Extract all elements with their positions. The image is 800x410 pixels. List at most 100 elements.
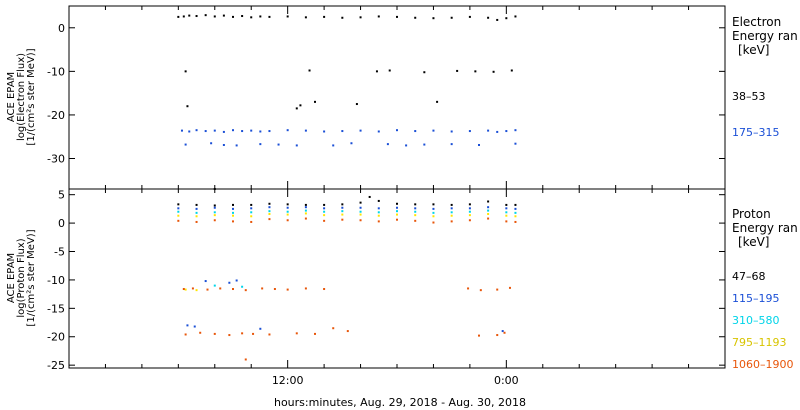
electron-point-series-2	[341, 130, 344, 133]
proton-point-series-4	[396, 213, 398, 216]
electron-point-series-1	[299, 104, 302, 107]
electron-point-series-1	[388, 69, 391, 72]
proton-point-series-3	[177, 210, 180, 213]
proton-legend-item-3: 310–580	[732, 314, 780, 327]
proton-point-series-4	[177, 214, 180, 217]
electron-point-series-1	[177, 15, 180, 18]
proton-point-series-4	[250, 215, 253, 218]
proton-ylabel: ACE EPAM log(Proton Flux) [1/(cm²s ster …	[6, 229, 37, 326]
proton-point-series-5	[244, 289, 247, 292]
proton-point-series-1	[359, 201, 362, 204]
proton-point-series-2	[505, 207, 508, 210]
proton-point-series-5	[295, 332, 298, 335]
proton-legend-item-4: 795–1193	[732, 336, 787, 349]
electron-ylabel: ACE EPAM log(Electron Flux) [1/(cm²s ste…	[6, 48, 37, 145]
electron-point-series-1	[314, 100, 316, 103]
proton-point-series-2	[286, 206, 289, 209]
proton-point-series-5	[182, 288, 185, 291]
proton-point-series-2	[468, 207, 471, 210]
proton-point-series-1	[414, 203, 417, 206]
electron-point-series-1	[487, 16, 490, 19]
proton-point-series-4	[432, 215, 435, 218]
proton-point-series-5	[191, 287, 194, 290]
proton-point-series-2	[359, 206, 362, 209]
proton-ylabel-line-3: [1/(cm²s ster MeV)]	[26, 229, 37, 326]
electron-point-series-2	[184, 143, 187, 146]
proton-point-series-5	[332, 327, 335, 330]
proton-panel-frame	[68, 188, 726, 369]
proton-point-series-4	[323, 214, 326, 217]
electron-point-series-1	[414, 16, 417, 19]
electron-point-series-2	[323, 130, 326, 133]
electron-point-series-1	[456, 69, 459, 72]
proton-point-series-5	[396, 218, 398, 221]
proton-point-series-5	[250, 220, 253, 223]
proton-point-series-1	[432, 203, 435, 206]
proton-point-series-2	[487, 206, 490, 209]
proton-point-series-5	[206, 288, 209, 291]
proton-point-series-3	[232, 211, 234, 214]
electron-legend: Electron Energy ran [keV] 38–53 175–315	[732, 15, 798, 139]
proton-point-series-1	[368, 195, 371, 198]
proton-point-series-5	[314, 332, 316, 335]
proton-ytick-label: -15	[47, 302, 65, 315]
proton-legend: Proton Energy ran [keV] 47–68 115–195 31…	[732, 207, 798, 371]
proton-point-series-5	[219, 287, 222, 290]
electron-point-series-2	[514, 142, 517, 145]
electron-point-series-1	[355, 103, 358, 106]
proton-point-series-5	[323, 288, 326, 291]
electron-legend-item-2: 175–315	[732, 126, 780, 139]
proton-point-series-2	[232, 207, 234, 210]
proton-point-series-5	[359, 219, 362, 222]
electron-legend-unit: [keV]	[738, 43, 769, 57]
proton-point-series-4	[286, 213, 289, 216]
proton-point-series-5	[195, 220, 198, 223]
proton-point-series-5	[268, 333, 271, 336]
electron-point-series-2	[277, 143, 280, 146]
electron-point-series-2	[188, 130, 191, 133]
proton-point-series-3	[250, 211, 253, 214]
proton-point-series-3	[450, 211, 453, 214]
electron-point-series-1	[195, 15, 198, 18]
proton-ytick-label: 5	[58, 189, 65, 202]
proton-point-series-2	[304, 206, 307, 209]
electron-point-series-1	[304, 16, 307, 19]
proton-point-series-3	[268, 210, 271, 213]
electron-point-series-1	[450, 16, 453, 19]
proton-point-series-5	[514, 220, 517, 223]
electron-point-series-2	[259, 143, 262, 146]
proton-point-series-3	[286, 210, 289, 213]
proton-ylabel-line-2: log(Proton Flux)	[16, 238, 27, 317]
proton-ytick-label: 0	[58, 217, 65, 230]
proton-point-series-2	[204, 280, 207, 283]
electron-point-series-1	[496, 18, 499, 21]
proton-point-series-3	[359, 210, 362, 213]
electron-point-series-2	[210, 142, 213, 145]
electron-ylabel-line-1: ACE EPAM	[6, 72, 17, 122]
proton-point-series-2	[177, 207, 180, 210]
electron-point-series-2	[235, 144, 238, 147]
proton-point-series-2	[450, 207, 453, 210]
electron-point-series-1	[250, 16, 253, 19]
electron-legend-item-1: 38–53	[732, 90, 766, 103]
electron-point-series-2	[250, 129, 253, 132]
proton-point-series-4	[377, 214, 380, 217]
electron-point-series-2	[468, 130, 471, 133]
proton-point-series-5	[304, 217, 307, 220]
electron-point-series-1	[323, 15, 326, 18]
proton-point-series-2	[377, 207, 380, 210]
proton-point-series-3	[432, 211, 435, 214]
electron-point-series-1	[259, 15, 262, 18]
proton-point-series-5	[414, 219, 417, 222]
proton-point-series-1	[213, 204, 216, 207]
proton-point-series-5	[503, 331, 506, 334]
proton-point-series-3	[213, 284, 216, 287]
proton-point-series-5	[496, 288, 499, 291]
proton-point-series-5	[184, 333, 187, 336]
electron-point-series-2	[241, 130, 244, 133]
electron-point-series-2	[414, 130, 417, 133]
proton-point-series-2	[213, 206, 216, 209]
electron-point-series-2	[180, 129, 183, 132]
electron-point-series-2	[204, 130, 207, 133]
